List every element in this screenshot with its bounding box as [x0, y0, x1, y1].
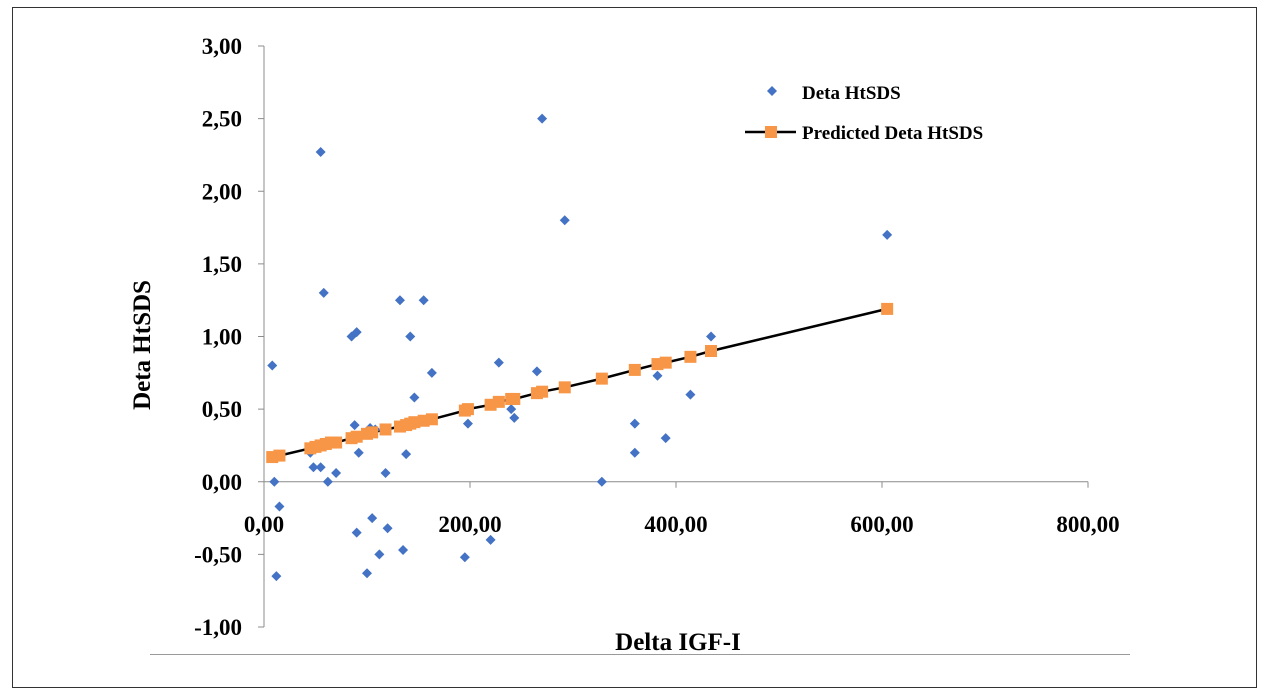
data-point-observed [706, 331, 717, 342]
data-point-observed [308, 462, 319, 473]
data-point-observed [351, 527, 362, 538]
y-tick-label: 0,50 [202, 397, 242, 422]
data-point-observed [394, 295, 405, 306]
data-point-predicted [330, 436, 343, 449]
data-point-observed [398, 545, 409, 556]
legend-item-predicted [745, 126, 796, 138]
data-point-predicted [366, 426, 379, 439]
data-point-observed [531, 366, 542, 377]
data-point-observed [685, 389, 696, 400]
data-point-observed [380, 468, 391, 479]
y-tick-label: 2,50 [202, 107, 242, 132]
data-point-observed [318, 287, 329, 298]
data-point-observed [485, 534, 496, 545]
data-point-predicted [273, 449, 286, 462]
y-tick-label: -0,50 [194, 542, 242, 567]
data-point-observed [274, 501, 285, 512]
data-point-observed [537, 113, 548, 124]
data-point-observed [271, 571, 282, 582]
data-point-observed [315, 147, 326, 158]
data-point-predicted [628, 363, 641, 376]
x-axis-title: Delta IGF-I [615, 629, 741, 656]
data-point-observed [269, 476, 280, 487]
data-point-observed [374, 549, 385, 560]
data-point-observed [401, 449, 412, 460]
data-point-observed [362, 568, 372, 579]
x-tick-label: 200,00 [438, 512, 501, 537]
tick-labels: 3,002,502,001,501,000,500,00-0,50-1,000,… [194, 34, 1120, 640]
legend-label-predicted: Predicted Deta HtSDS [802, 123, 983, 144]
y-tick-label: -1,00 [194, 615, 242, 640]
data-point-predicted [881, 302, 894, 315]
chart-frame [12, 7, 1257, 688]
data-point-observed [462, 418, 473, 429]
data-point-observed [405, 331, 416, 342]
data-point-observed [351, 327, 362, 338]
data-point-observed [652, 370, 663, 381]
data-point-observed [267, 360, 278, 371]
data-point-predicted [461, 403, 474, 416]
data-point-observed [349, 420, 360, 431]
data-point-predicted [350, 430, 363, 443]
legend-marker-predicted [765, 126, 777, 138]
data-point-observed [426, 367, 437, 378]
legend-marker-observed [767, 86, 777, 96]
data-point-predicted [595, 372, 608, 385]
y-tick-label: 1,50 [202, 252, 242, 277]
data-point-predicted [379, 423, 392, 436]
data-point-observed [353, 447, 364, 458]
data-point-predicted [558, 381, 571, 394]
data-point-observed [322, 476, 333, 487]
y-tick-label: 1,00 [202, 325, 242, 350]
data-point-observed [459, 552, 470, 563]
data-point-observed [629, 418, 640, 429]
data-point-predicted [705, 345, 718, 358]
data-point-observed [660, 433, 671, 444]
data-point-predicted [659, 356, 672, 369]
data-point-observed [493, 357, 504, 368]
data-point-observed [382, 523, 393, 534]
data-point-observed [418, 295, 429, 306]
data-point-observed [559, 215, 570, 226]
data-point-observed [409, 392, 420, 403]
axes [258, 45, 1089, 628]
scatter-points [267, 113, 893, 582]
x-tick-label: 0,00 [244, 512, 284, 537]
data-point-predicted [508, 392, 521, 405]
predicted-points [266, 302, 894, 464]
bottom-divider [150, 654, 1130, 655]
x-tick-label: 600,00 [850, 512, 913, 537]
y-tick-label: 2,00 [202, 179, 242, 204]
legend-item-observed [767, 86, 777, 96]
y-axis-title: Deta HtSDS [129, 280, 156, 410]
data-point-observed [315, 462, 326, 473]
data-point-observed [367, 513, 378, 524]
legend-label-observed: Deta HtSDS [802, 83, 901, 104]
data-point-observed [509, 412, 520, 423]
x-tick-label: 800,00 [1056, 512, 1119, 537]
data-point-observed [331, 468, 342, 479]
data-point-observed [596, 476, 607, 487]
x-tick-label: 400,00 [644, 512, 707, 537]
data-point-observed [882, 229, 893, 240]
data-point-predicted [425, 413, 438, 426]
data-point-observed [506, 404, 517, 415]
y-tick-label: 0,00 [202, 470, 242, 495]
data-point-observed [629, 447, 640, 458]
legend: Deta HtSDS Predicted Deta HtSDS [745, 83, 983, 144]
data-point-predicted [408, 416, 421, 429]
y-tick-label: 3,00 [202, 34, 242, 59]
data-point-predicted [536, 385, 549, 398]
data-point-predicted [492, 395, 505, 408]
data-point-predicted [684, 350, 697, 363]
